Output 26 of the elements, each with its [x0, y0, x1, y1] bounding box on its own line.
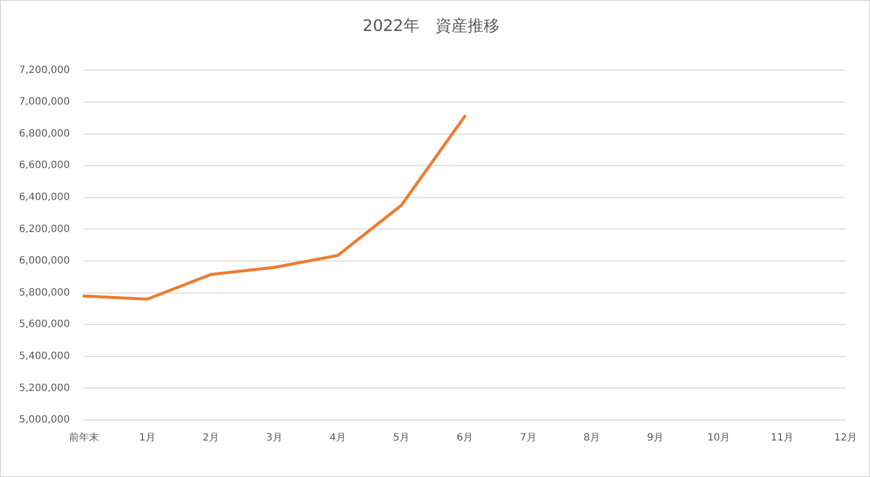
x-tick-label: 10月: [707, 432, 730, 444]
x-tick-label: 4月: [330, 432, 346, 444]
y-tick-label: 6,800,000: [18, 128, 70, 140]
y-tick-label: 5,000,000: [18, 414, 70, 426]
y-tick-label: 7,200,000: [18, 64, 70, 76]
x-tick-label: 1月: [139, 432, 156, 444]
x-tick-label: 11月: [770, 432, 794, 444]
y-tick-label: 6,200,000: [18, 224, 70, 235]
y-tick-label: 6,400,000: [18, 192, 70, 203]
x-tick-label: 前年末: [68, 432, 99, 444]
x-tick-label: 7月: [520, 432, 536, 444]
x-tick-label: 12月: [834, 432, 858, 444]
y-tick-label: 5,400,000: [18, 350, 70, 362]
y-tick-label: 5,200,000: [18, 382, 70, 394]
y-tick-label: 5,600,000: [18, 319, 70, 330]
y-tick-label: 6,600,000: [18, 160, 70, 172]
x-tick-label: 2月: [202, 432, 220, 444]
chart-title: 2022年 資産推移: [362, 16, 500, 35]
x-tick-label: 9月: [647, 432, 664, 444]
x-tick-label: 3月: [266, 432, 283, 444]
x-tick-label: 6月: [456, 432, 473, 444]
y-tick-label: 6,000,000: [18, 256, 70, 267]
y-tick-label: 7,000,000: [18, 96, 70, 108]
x-tick-label: 8月: [584, 432, 600, 444]
x-tick-label: 5月: [393, 432, 410, 444]
y-tick-label: 5,800,000: [18, 287, 70, 298]
